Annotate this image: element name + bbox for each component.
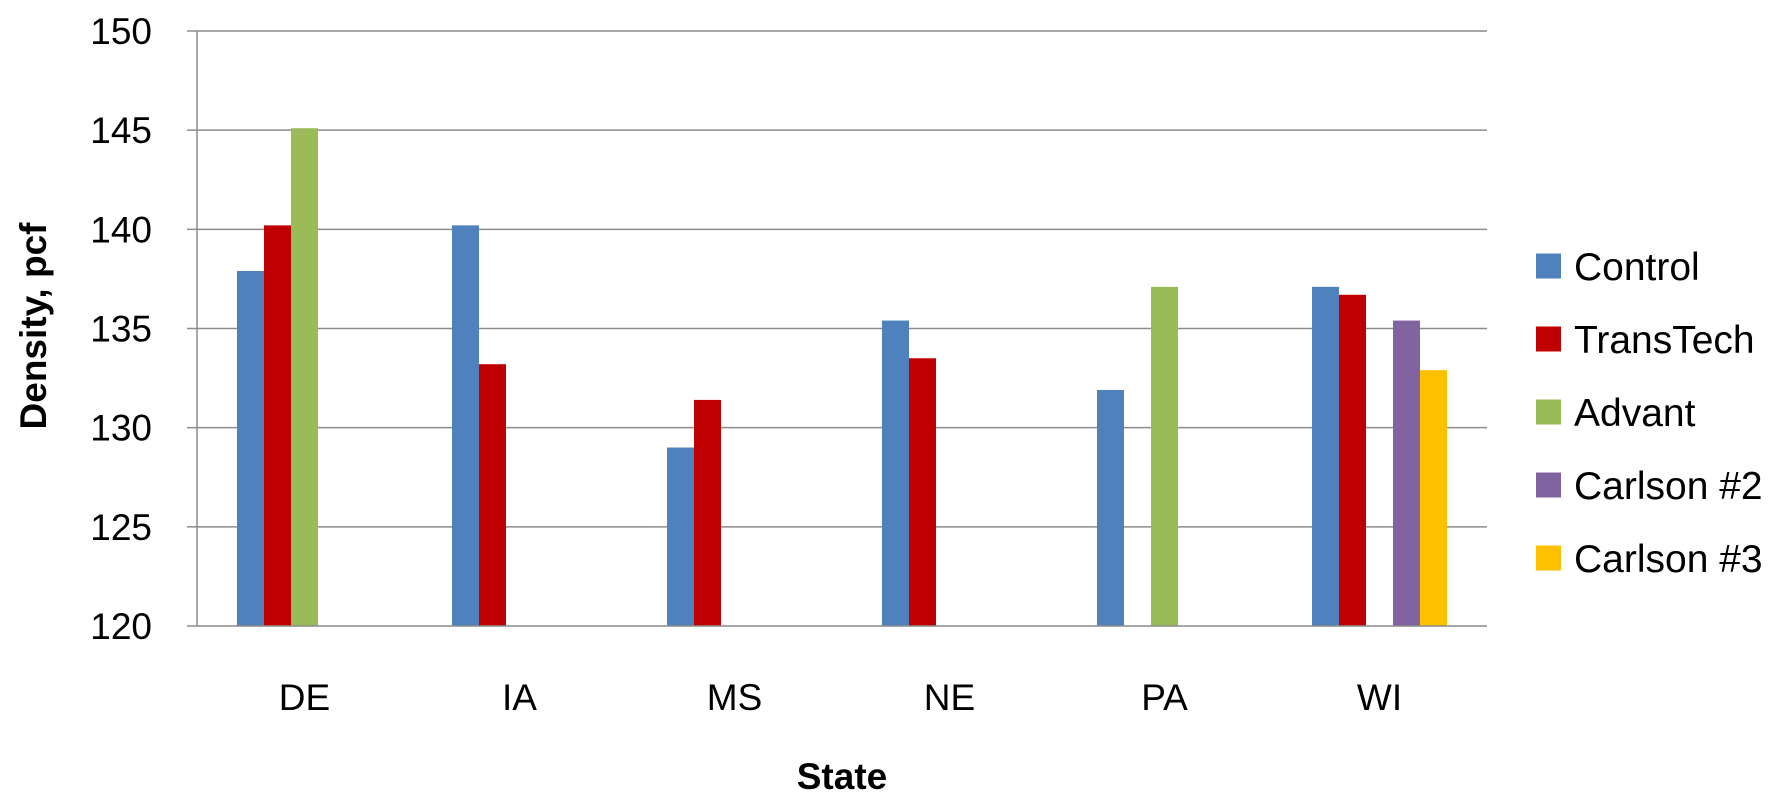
legend-label: Control (1574, 246, 1700, 289)
bar-ms-control (667, 447, 694, 626)
y-tick-label: 130 (90, 408, 152, 449)
x-tick-label: MS (707, 677, 763, 718)
y-tick-label: 150 (90, 11, 152, 52)
x-tick-label: IA (502, 677, 537, 718)
x-tick-label: DE (279, 677, 330, 718)
x-tick-label: PA (1141, 677, 1188, 718)
bar-pa-advant (1151, 286, 1178, 626)
bar-pa-control (1097, 389, 1124, 626)
bar-ia-transtech (479, 364, 506, 626)
bar-de-transtech (264, 225, 291, 626)
y-tick-label: 120 (90, 606, 152, 647)
legend-swatch (1536, 399, 1561, 425)
x-tick-labels: DE IA MS NE PA WI (279, 677, 1402, 718)
bar-de-advant (291, 128, 318, 626)
legend-swatch (1536, 472, 1561, 498)
axes (187, 30, 1487, 627)
bar-wi-transtech (1339, 294, 1366, 626)
x-axis-title: State (797, 756, 887, 797)
legend-label: Advant (1574, 392, 1696, 435)
y-tick-label: 140 (90, 209, 152, 250)
legend-swatch (1536, 545, 1561, 571)
x-tick-label: WI (1357, 677, 1402, 718)
bar-wi-control (1312, 286, 1339, 626)
legend-label: Carlson #2 (1574, 465, 1763, 508)
bar-ms-transtech (694, 399, 721, 626)
bar-ia-control (452, 225, 479, 626)
bar-ne-transtech (909, 358, 936, 626)
legend-swatch (1536, 253, 1561, 279)
y-tick-label: 135 (90, 309, 152, 350)
y-tick-labels: 120 125 130 135 140 145 150 (90, 11, 152, 647)
bars (237, 128, 1447, 626)
gridlines (197, 30, 1487, 528)
bar-ne-control (882, 320, 909, 626)
y-axis-title: Density, pcf (13, 222, 54, 430)
legend-swatch (1536, 326, 1561, 352)
legend-label: TransTech (1574, 319, 1755, 362)
bar-wi-carlson-3 (1420, 370, 1447, 626)
bar-de-control (237, 270, 264, 626)
y-tick-label: 145 (90, 110, 152, 151)
x-tick-label: NE (924, 677, 975, 718)
y-tick-label: 125 (90, 507, 152, 548)
legend: Control TransTech Advant Carlson #2 Carlson … (1536, 246, 1763, 581)
legend-label: Carlson #3 (1574, 538, 1763, 581)
bar-wi-carlson-2 (1393, 320, 1420, 626)
